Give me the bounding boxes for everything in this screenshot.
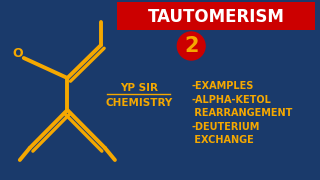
Text: -ALPHA-KETOL: -ALPHA-KETOL bbox=[191, 95, 271, 105]
Text: -EXAMPLES: -EXAMPLES bbox=[191, 81, 253, 91]
Circle shape bbox=[177, 32, 205, 60]
Text: EXCHANGE: EXCHANGE bbox=[191, 135, 254, 145]
Text: TAUTOMERISM: TAUTOMERISM bbox=[148, 8, 284, 26]
FancyBboxPatch shape bbox=[117, 2, 315, 30]
Text: -DEUTERIUM: -DEUTERIUM bbox=[191, 122, 260, 132]
Text: 2: 2 bbox=[184, 36, 198, 56]
Text: O: O bbox=[12, 46, 23, 60]
Text: YP SIR: YP SIR bbox=[120, 83, 158, 93]
Text: CHEMISTRY: CHEMISTRY bbox=[105, 98, 172, 108]
Text: REARRANGEMENT: REARRANGEMENT bbox=[191, 108, 292, 118]
